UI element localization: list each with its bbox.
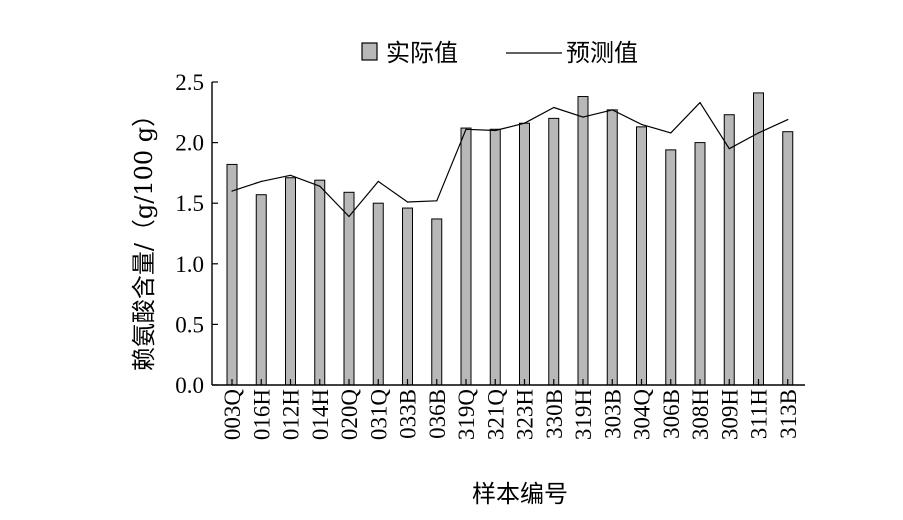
bar-311H — [753, 92, 764, 386]
bar-308H — [694, 142, 706, 386]
x-tick-label: 306B — [659, 389, 684, 439]
predicted-point-304Q — [640, 123, 643, 126]
x-tick-label: 304Q — [630, 389, 655, 441]
x-tick-label: 303B — [600, 389, 625, 439]
legend: 实际值 预测值 — [361, 39, 638, 67]
bar-020Q — [343, 191, 355, 386]
predicted-point-016H — [260, 180, 262, 182]
x-axis-ticks: 003Q 016H 012H 014H 020Q 031Q 033B 036B 319Q 321Q… — [220, 379, 801, 440]
predicted-point-306B — [670, 132, 672, 134]
bar-330B — [548, 117, 560, 386]
y-tick-label: 1.5 — [175, 191, 204, 216]
bar-309H — [723, 114, 735, 386]
predicted-line-series — [231, 101, 789, 218]
predicted-point-014H — [319, 185, 321, 187]
predicted-point-309H — [728, 148, 730, 150]
bar-014H — [314, 179, 326, 386]
predicted-point-308H — [699, 102, 701, 104]
predicted-point-323H — [523, 122, 526, 124]
x-tick-label: 319H — [571, 389, 596, 440]
y-axis-title: 赖氨酸含量/（g/100 g） — [130, 103, 158, 371]
predicted-point-020Q — [348, 215, 350, 218]
y-tick-label: 2.5 — [175, 70, 204, 95]
x-tick-label: 016H — [249, 389, 274, 440]
x-tick-label: 020Q — [337, 389, 362, 441]
predicted-line — [231, 101, 789, 218]
predicted-point-003Q — [231, 190, 233, 192]
bar-303B — [606, 109, 618, 386]
y-tick-label: 2.0 — [175, 131, 204, 156]
bar-306B — [665, 149, 677, 386]
bar-003Q — [226, 163, 238, 386]
x-tick-label: 033B — [396, 389, 421, 439]
x-tick-label: 031Q — [366, 389, 391, 441]
x-tick-label: 313B — [776, 389, 801, 439]
bar-033B — [402, 207, 413, 386]
y-tick-label: 0.5 — [175, 312, 204, 337]
predicted-point-313B — [787, 118, 789, 121]
bar-319H — [577, 96, 589, 386]
bar-016H — [255, 194, 267, 386]
x-tick-label: 308H — [688, 389, 713, 440]
bar-321Q — [489, 128, 501, 386]
legend-swatch-bar — [361, 42, 378, 61]
bar-319Q — [460, 127, 472, 386]
x-tick-label: 311H — [747, 389, 772, 439]
x-tick-label: 014H — [308, 389, 333, 440]
predicted-point-330B — [553, 106, 555, 109]
x-tick-label: 319Q — [454, 389, 479, 441]
x-tick-label: 330B — [542, 389, 567, 439]
bar-323H — [519, 122, 530, 386]
bar-series — [226, 92, 794, 386]
legend-label-line: 预测值 — [566, 39, 638, 67]
bar-031Q — [372, 202, 384, 386]
x-tick-label: 321Q — [483, 389, 508, 441]
x-tick-label: 012H — [279, 389, 304, 440]
predicted-point-321Q — [494, 129, 496, 132]
legend-label-bar: 实际值 — [386, 39, 458, 67]
predicted-point-303B — [611, 109, 613, 111]
predicted-point-033B — [406, 201, 409, 203]
predicted-point-319Q — [465, 128, 467, 130]
x-tick-label: 003Q — [220, 389, 245, 441]
y-tick-label: 1.0 — [175, 252, 204, 277]
bar-036B — [431, 218, 443, 386]
predicted-point-319H — [582, 116, 584, 118]
x-tick-label: 036B — [425, 389, 450, 439]
bar-012H — [285, 177, 296, 386]
x-tick-label: 323H — [513, 389, 538, 440]
bar-304Q — [636, 126, 647, 386]
bar-313B — [782, 131, 794, 386]
x-tick-label: 309H — [717, 389, 742, 440]
predicted-point-031Q — [377, 180, 379, 182]
predicted-point-036B — [436, 200, 438, 202]
y-tick-label: 0.0 — [175, 373, 204, 398]
predicted-point-012H — [289, 174, 292, 176]
predicted-point-311H — [757, 132, 760, 134]
x-axis-title: 样本编号 — [472, 480, 568, 508]
y-axis-ticks: 0.0 0.5 1.0 1.5 2.0 2.5 — [175, 70, 218, 398]
